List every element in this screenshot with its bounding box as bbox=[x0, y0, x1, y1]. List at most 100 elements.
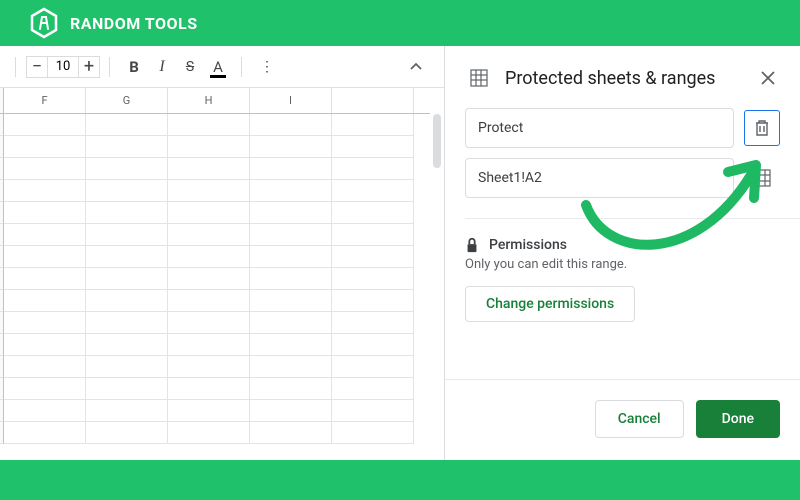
cell[interactable] bbox=[86, 202, 168, 224]
italic-button[interactable]: I bbox=[148, 53, 176, 81]
more-tools-button[interactable]: ⋮ bbox=[252, 53, 280, 81]
cell[interactable] bbox=[86, 268, 168, 290]
cell[interactable] bbox=[86, 136, 168, 158]
cell[interactable] bbox=[4, 400, 86, 422]
cell[interactable] bbox=[168, 290, 250, 312]
text-color-button[interactable]: A bbox=[204, 53, 232, 81]
cell[interactable] bbox=[4, 356, 86, 378]
strikethrough-button[interactable]: S bbox=[176, 53, 204, 81]
cell[interactable] bbox=[168, 334, 250, 356]
cell[interactable] bbox=[250, 202, 332, 224]
cell[interactable] bbox=[168, 246, 250, 268]
cell[interactable] bbox=[4, 378, 86, 400]
cell[interactable] bbox=[168, 180, 250, 202]
increase-font-button[interactable]: + bbox=[78, 56, 100, 78]
cell[interactable] bbox=[332, 158, 414, 180]
select-range-button[interactable] bbox=[744, 160, 780, 196]
cell[interactable] bbox=[4, 422, 86, 444]
cell[interactable] bbox=[86, 422, 168, 444]
cell[interactable] bbox=[86, 290, 168, 312]
cell[interactable] bbox=[86, 334, 168, 356]
cell[interactable] bbox=[86, 224, 168, 246]
cell[interactable] bbox=[332, 114, 414, 136]
cell[interactable] bbox=[86, 114, 168, 136]
cell[interactable] bbox=[250, 312, 332, 334]
cell[interactable] bbox=[250, 246, 332, 268]
cell[interactable] bbox=[86, 180, 168, 202]
cell[interactable] bbox=[4, 158, 86, 180]
cell[interactable] bbox=[250, 158, 332, 180]
cell[interactable] bbox=[250, 422, 332, 444]
cell[interactable] bbox=[332, 246, 414, 268]
cell[interactable] bbox=[4, 114, 86, 136]
vertical-scrollbar[interactable] bbox=[430, 88, 444, 460]
description-input[interactable] bbox=[465, 108, 734, 148]
cell[interactable] bbox=[168, 400, 250, 422]
cell[interactable] bbox=[4, 268, 86, 290]
column-header[interactable]: G bbox=[86, 88, 168, 113]
cell[interactable] bbox=[250, 180, 332, 202]
cell[interactable] bbox=[168, 224, 250, 246]
cell[interactable] bbox=[250, 136, 332, 158]
cell[interactable] bbox=[168, 422, 250, 444]
cell[interactable] bbox=[332, 180, 414, 202]
collapse-toolbar-button[interactable] bbox=[402, 53, 430, 81]
cell[interactable] bbox=[4, 202, 86, 224]
cell[interactable] bbox=[250, 224, 332, 246]
cell[interactable] bbox=[332, 356, 414, 378]
cancel-button[interactable]: Cancel bbox=[595, 400, 684, 438]
change-permissions-button[interactable]: Change permissions bbox=[465, 286, 635, 322]
cell[interactable] bbox=[332, 400, 414, 422]
cell[interactable] bbox=[86, 378, 168, 400]
cell[interactable] bbox=[86, 356, 168, 378]
column-header[interactable]: F bbox=[4, 88, 86, 113]
cell[interactable] bbox=[332, 312, 414, 334]
cell[interactable] bbox=[4, 312, 86, 334]
font-size-input[interactable] bbox=[47, 56, 79, 78]
cell[interactable] bbox=[332, 422, 414, 444]
cell[interactable] bbox=[168, 268, 250, 290]
cell[interactable] bbox=[332, 290, 414, 312]
cell[interactable] bbox=[250, 268, 332, 290]
cell[interactable] bbox=[250, 356, 332, 378]
cell[interactable] bbox=[4, 334, 86, 356]
grid-main[interactable]: F G H I bbox=[0, 88, 430, 460]
cell[interactable] bbox=[4, 180, 86, 202]
cell[interactable] bbox=[332, 268, 414, 290]
cell[interactable] bbox=[4, 246, 86, 268]
cell[interactable] bbox=[168, 136, 250, 158]
cell[interactable] bbox=[250, 114, 332, 136]
cell[interactable] bbox=[168, 378, 250, 400]
cell[interactable] bbox=[168, 114, 250, 136]
cell[interactable] bbox=[332, 136, 414, 158]
cell[interactable] bbox=[168, 158, 250, 180]
cell[interactable] bbox=[86, 158, 168, 180]
cell[interactable] bbox=[250, 290, 332, 312]
cell[interactable] bbox=[332, 334, 414, 356]
bold-button[interactable]: B bbox=[120, 53, 148, 81]
cell[interactable] bbox=[86, 400, 168, 422]
column-header[interactable]: H bbox=[168, 88, 250, 113]
cell[interactable] bbox=[4, 136, 86, 158]
delete-protection-button[interactable] bbox=[744, 110, 780, 146]
cell[interactable] bbox=[86, 246, 168, 268]
done-button[interactable]: Done bbox=[696, 400, 780, 438]
scrollbar-thumb[interactable] bbox=[433, 114, 441, 168]
cell[interactable] bbox=[332, 224, 414, 246]
cell[interactable] bbox=[168, 202, 250, 224]
range-input[interactable] bbox=[465, 158, 734, 198]
cell[interactable] bbox=[86, 312, 168, 334]
cell[interactable] bbox=[168, 356, 250, 378]
cell[interactable] bbox=[332, 202, 414, 224]
cell[interactable] bbox=[4, 290, 86, 312]
cell[interactable] bbox=[250, 334, 332, 356]
decrease-font-button[interactable]: − bbox=[26, 56, 48, 78]
cell[interactable] bbox=[250, 378, 332, 400]
column-header[interactable]: I bbox=[250, 88, 332, 113]
cell[interactable] bbox=[168, 312, 250, 334]
cell[interactable] bbox=[250, 400, 332, 422]
close-sidebar-button[interactable] bbox=[756, 66, 780, 90]
cell[interactable] bbox=[4, 224, 86, 246]
cell[interactable] bbox=[332, 378, 414, 400]
column-header[interactable] bbox=[332, 88, 414, 113]
